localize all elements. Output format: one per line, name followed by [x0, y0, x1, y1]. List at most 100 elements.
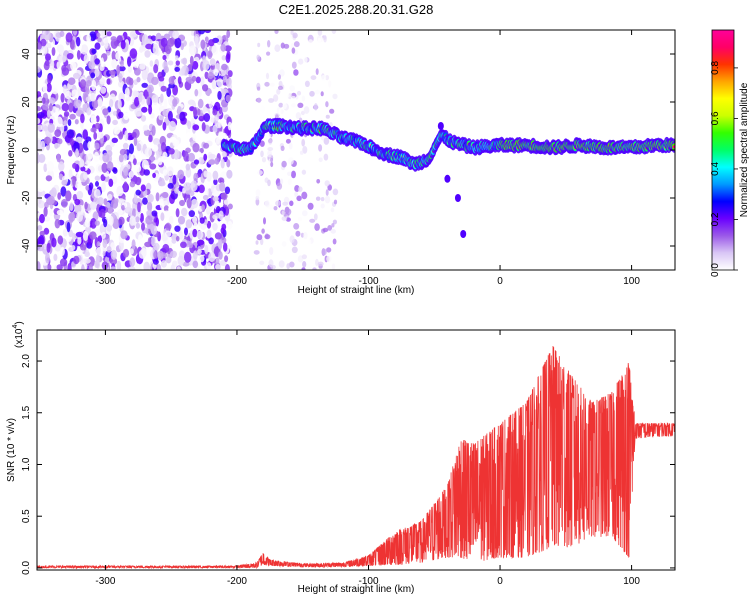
- spectrogram-cell: [97, 197, 105, 206]
- spectrogram-cell: [157, 143, 163, 153]
- spectrogram-cell: [290, 30, 294, 35]
- spectrogram-cell: [162, 121, 167, 131]
- spectrogram-cell: [112, 167, 118, 174]
- spectrogram-cell: [102, 108, 109, 116]
- spectrogram-cell: [60, 93, 65, 103]
- spectrogram-cell: [84, 201, 88, 210]
- spectrogram-cell: [138, 93, 143, 103]
- spectrogram-cell: [186, 198, 192, 209]
- spectrogram-cell: [314, 89, 321, 95]
- spectrogram-cell: [153, 64, 159, 74]
- spectrogram-cell: [163, 66, 169, 73]
- spectrogram-cell: [226, 169, 233, 179]
- spectrogram-cell: [275, 200, 281, 207]
- spectrogram-cell: [37, 139, 42, 150]
- spectrogram-cell: [179, 199, 186, 207]
- spectrogram-cell: [197, 108, 201, 116]
- spectrogram-cell: [308, 39, 314, 45]
- x-tick-label: 0: [497, 576, 503, 587]
- spectrogram-cell: [106, 115, 111, 125]
- spectrogram-cell: [114, 198, 119, 204]
- spectrogram-cell: [181, 163, 186, 169]
- spectrogram-cell: [221, 55, 227, 61]
- spectrogram-cell: [177, 255, 185, 266]
- spectrogram-cell: [88, 60, 96, 70]
- spectrogram-cell: [192, 228, 198, 238]
- spectrogram-cell: [121, 204, 125, 211]
- spectrogram-cell: [197, 248, 202, 255]
- spectrogram-cell: [281, 241, 287, 247]
- spectrogram-cell: [289, 235, 295, 243]
- spectrogram-cell: [255, 189, 261, 197]
- spectrogram-cell: [103, 198, 108, 206]
- spectrogram-cell: [37, 225, 43, 231]
- spectrogram-cell: [65, 190, 72, 202]
- spectrogram-cell: [460, 230, 467, 238]
- spectrogram-cell: [72, 30, 78, 36]
- spectrogram-cell: [295, 230, 301, 237]
- spectrogram-cell: [324, 180, 330, 187]
- spectrogram-cell: [163, 205, 169, 212]
- spectrogram-cell: [214, 101, 221, 112]
- spectrogram-cell: [265, 72, 270, 80]
- spectrogram-cell: [200, 39, 206, 50]
- spectrogram-cell: [288, 157, 294, 165]
- spectrogram-cell: [89, 201, 97, 210]
- spectrogram-cell: [165, 257, 172, 264]
- spectrogram-cell: [57, 192, 62, 200]
- spectrogram-cell: [144, 50, 151, 58]
- spectrogram-cell: [291, 246, 298, 254]
- spectrogram-cell: [62, 228, 68, 237]
- spectrogram-cell: [170, 250, 177, 258]
- spectrogram-cell: [127, 66, 132, 73]
- spectrogram-cell: [171, 238, 177, 244]
- spectrogram-cell: [218, 210, 224, 221]
- spectrogram-cell: [122, 142, 129, 150]
- spectrogram-cell: [132, 60, 140, 68]
- spectrogram-cell: [143, 129, 151, 137]
- spectrogram-cell: [96, 84, 101, 93]
- spectrogram-cell: [143, 169, 150, 176]
- spectrogram-cell: [326, 169, 330, 174]
- spectrogram-cell: [281, 160, 287, 168]
- spectrogram-cell: [266, 51, 271, 56]
- spectrogram-cell: [267, 147, 274, 151]
- spectrogram-cell: [138, 30, 146, 34]
- spectrogram-cell: [198, 254, 205, 263]
- spectrogram-cell: [168, 120, 177, 132]
- spectrogram-cell: [310, 75, 317, 80]
- spectrogram-cell: [178, 231, 184, 240]
- spectrogram-cell: [196, 239, 205, 246]
- spectrogram-cell: [134, 96, 140, 107]
- spectrogram-cell: [75, 148, 79, 158]
- spectrogram-cell: [291, 103, 296, 108]
- spectrogram-cell: [180, 241, 187, 249]
- spectrogram-cell: [203, 113, 211, 122]
- spectrogram-cell: [323, 35, 327, 43]
- spectrogram-cell: [69, 137, 74, 146]
- spectrogram-y-ticks: -40 -20 0 20 40: [21, 48, 675, 253]
- spectrogram-cell: [270, 157, 274, 163]
- spectrogram-cell: [129, 248, 134, 255]
- spectrogram-cell: [172, 174, 177, 185]
- spectrogram-cell: [111, 50, 116, 61]
- spectrogram-cell: [110, 249, 118, 260]
- spectrogram-cell: [326, 247, 332, 253]
- spectrogram-cell: [320, 91, 324, 97]
- spectrogram-cell: [270, 264, 276, 270]
- spectrogram-cell: [109, 69, 116, 76]
- spectrogram-cell: [187, 120, 192, 130]
- spectrogram-cell: [158, 181, 166, 187]
- spectrogram-cell: [65, 32, 73, 43]
- spectrogram-cell: [206, 229, 212, 239]
- spectrogram-cell: [302, 210, 308, 217]
- spectrogram-cell: [257, 170, 263, 176]
- spectrogram-cell: [290, 209, 296, 218]
- spectrogram-cell: [37, 118, 41, 124]
- x-tick-label: -100: [358, 576, 378, 587]
- spectrogram-cell: [109, 257, 118, 266]
- spectrogram-cell: [136, 143, 142, 152]
- spectrogram-cell: [118, 154, 124, 163]
- spectrogram-cell: [53, 166, 60, 173]
- spectrogram-cell: [197, 88, 202, 97]
